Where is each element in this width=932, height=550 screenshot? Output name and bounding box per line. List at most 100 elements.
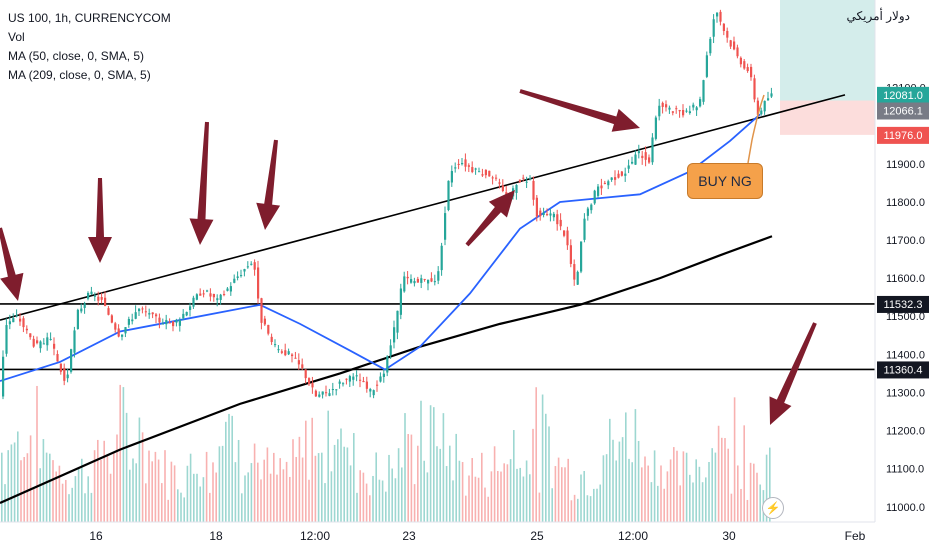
candle-body <box>182 313 185 319</box>
candle-body <box>733 41 736 50</box>
candle-body <box>359 379 362 381</box>
volume-bar <box>55 471 57 522</box>
volume-bar <box>609 418 611 522</box>
candle-body <box>63 367 66 381</box>
candle-body <box>223 294 226 296</box>
volume-bar <box>717 425 720 522</box>
price-badge-value: 11532.3 <box>884 299 923 311</box>
candle-body <box>705 55 708 77</box>
volume-bar <box>228 413 230 522</box>
volume-bar <box>279 458 281 522</box>
volume-bar <box>180 492 182 522</box>
volume-bar <box>685 452 688 522</box>
volume-bar <box>573 494 576 522</box>
candle-body <box>631 161 634 164</box>
candle-body <box>542 212 545 215</box>
candle-body <box>80 308 83 312</box>
candle-body <box>379 376 382 382</box>
candle-body <box>175 319 178 323</box>
candle-body <box>117 328 120 337</box>
candle-body <box>736 47 739 57</box>
volume-bar <box>410 434 413 522</box>
candle-body <box>386 356 389 373</box>
volume-bar <box>231 415 233 522</box>
volume-bar <box>618 441 621 522</box>
volume-bar <box>740 488 742 522</box>
volume-bar <box>471 458 473 522</box>
volume-bar <box>356 492 358 522</box>
candle-body <box>277 349 280 351</box>
volume-bar <box>135 463 137 522</box>
volume-bar <box>593 488 595 522</box>
candle-body <box>675 108 678 110</box>
candle-body <box>552 213 555 218</box>
annotation-arrow <box>0 227 24 301</box>
candle-body <box>614 177 617 180</box>
volume-bar <box>567 458 569 522</box>
candle-body <box>478 171 481 173</box>
candle-body <box>32 338 35 347</box>
volume-bar <box>602 455 605 522</box>
candle-body <box>433 281 436 283</box>
candle-body <box>440 245 443 271</box>
candle-body <box>444 213 447 240</box>
volume-bar <box>644 456 646 522</box>
volume-bar <box>503 463 505 522</box>
candle-body <box>12 318 15 323</box>
volume-bar <box>708 461 710 522</box>
candle-body <box>161 323 164 325</box>
candle-body <box>158 317 161 323</box>
candle-body <box>563 230 566 236</box>
candle-body <box>131 319 134 322</box>
volume-bar <box>730 493 733 522</box>
volume-bar <box>625 412 627 522</box>
candle-body <box>403 276 406 292</box>
candle-body <box>236 276 239 278</box>
volume-bar <box>442 413 445 522</box>
volume-bar <box>737 465 739 522</box>
volume-bar <box>484 487 486 522</box>
volume-bar <box>657 485 659 522</box>
ma50-line <box>0 113 761 382</box>
candle-body <box>712 19 715 37</box>
candle-body <box>59 363 62 372</box>
candle-body <box>515 184 518 193</box>
candle-body <box>580 241 583 272</box>
legend-ma209: MA (209, close, 0, SMA, 5) <box>8 68 151 82</box>
candle-body <box>308 378 311 385</box>
candle-body <box>382 373 385 377</box>
candle-body <box>743 61 746 69</box>
annotation-arrow <box>189 121 214 245</box>
candle-body <box>739 57 742 65</box>
annotation-arrow <box>88 178 112 263</box>
volume-bar <box>733 397 736 522</box>
volume-bar <box>202 477 205 522</box>
volume-bar <box>173 465 176 522</box>
candle-body <box>29 333 32 338</box>
volume-bar <box>746 499 749 522</box>
candle-body <box>73 330 76 353</box>
currency-label: دولار أمريكي <box>846 9 910 23</box>
volume-bar <box>119 384 121 522</box>
volume-bar <box>417 445 419 522</box>
x-tick-label: 12:00 <box>618 529 648 543</box>
volume-bar <box>215 472 217 522</box>
volume-bar <box>212 462 214 522</box>
candle-body <box>627 165 630 169</box>
volume-bar <box>161 483 163 522</box>
candle-body <box>641 155 644 159</box>
candle-body <box>634 154 637 165</box>
volume-bar <box>525 460 528 522</box>
volume-bar <box>183 497 185 522</box>
candle-body <box>423 278 426 280</box>
y-tick-label: 11200.0 <box>886 426 925 438</box>
volume-bar <box>673 447 675 522</box>
candle-body <box>155 314 158 317</box>
candle-body <box>25 328 28 331</box>
candle-body <box>559 219 562 227</box>
volume-bar <box>650 482 653 522</box>
candle-body <box>46 337 49 346</box>
lightning-icon[interactable]: ⚡ <box>762 497 784 519</box>
volume-bar <box>663 488 665 522</box>
